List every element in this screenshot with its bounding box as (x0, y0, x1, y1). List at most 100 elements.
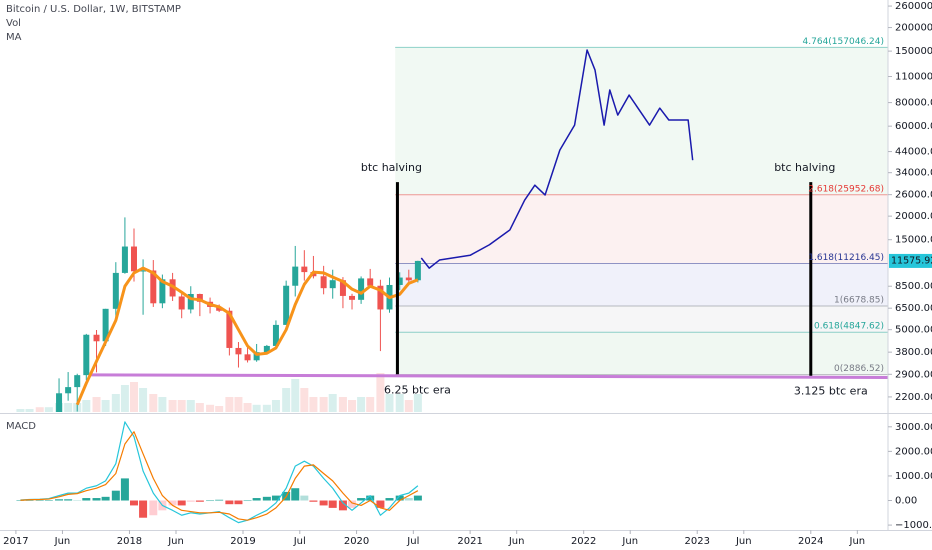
macd-histogram-bar (149, 500, 158, 516)
candle-body (226, 310, 233, 348)
candle-body (112, 272, 119, 309)
volume-label: Vol (6, 18, 21, 29)
candle-body (83, 334, 90, 376)
macd-histogram-bar (376, 500, 385, 508)
y-tick-label: 2200.00 (895, 392, 932, 403)
volume-bar (16, 409, 25, 412)
macd-histogram-bar (271, 495, 280, 501)
volume-bar (252, 404, 261, 412)
x-tick-label: Jun (735, 536, 752, 547)
volume-bar (385, 394, 394, 412)
macd-histogram-bar (300, 495, 309, 501)
candle-body (196, 293, 203, 302)
candle-body (121, 246, 128, 273)
volume-bar (215, 406, 224, 412)
y-tick-label: 8500.00 (895, 281, 932, 292)
volume-bar (120, 385, 129, 412)
macd-histogram-bar (35, 500, 44, 501)
candle-body (263, 345, 270, 353)
fib-label: 4.764(157046.24) (803, 37, 884, 47)
main-pane (16, 46, 888, 412)
volume-bar (338, 397, 347, 412)
candle-body (320, 276, 327, 289)
macd-histogram-bar (395, 495, 404, 501)
y-tick-label: 3800.00 (895, 347, 932, 358)
macd-pane (16, 421, 422, 524)
fib-label: 1(6678.85) (834, 295, 884, 305)
macd-histogram-bar (44, 500, 53, 501)
x-tick-label: 2021 (457, 536, 482, 547)
halving-label: btc halving (361, 161, 422, 174)
candle-body (93, 334, 100, 342)
candle-body (216, 306, 223, 311)
x-tick-label: Jul (293, 536, 306, 547)
support-line (89, 373, 888, 379)
macd-histogram-bar (291, 488, 300, 501)
volume-bar (149, 394, 158, 412)
axes (0, 0, 932, 531)
macd-histogram-bar (92, 498, 101, 501)
fib-label: 2.618(25952.68) (808, 184, 884, 194)
volume-bar (25, 409, 34, 412)
x-tick-label: Jun (508, 536, 525, 547)
x-tick-label: 2019 (230, 536, 255, 547)
candle-body (102, 308, 109, 342)
fib-zone (395, 263, 888, 306)
moving-average (75, 266, 419, 406)
volume-bar (309, 397, 318, 412)
x-tick-label: Jun (849, 536, 866, 547)
volume-bar (348, 400, 357, 412)
fib-zone (395, 305, 888, 333)
macd-histogram-bar (129, 500, 138, 506)
macd-histogram-bar (243, 500, 252, 502)
chart-title: Bitcoin / U.S. Dollar, 1W, BITSTAMP (6, 4, 181, 15)
volume-bar (366, 397, 375, 412)
macd-label: MACD (6, 421, 36, 432)
fib-label: 0.618(4847.62) (814, 322, 884, 332)
macd-histogram-bar (177, 500, 186, 506)
volume-bar (357, 397, 366, 412)
macd-histogram-bar (348, 500, 357, 508)
x-tick-label: Jul (406, 536, 419, 547)
volume-bar (111, 394, 120, 412)
candle-body (358, 278, 365, 300)
x-tick-label: 2023 (685, 536, 710, 547)
macd-line (20, 421, 419, 524)
volume-bar (262, 404, 271, 412)
macd-histogram-bar (139, 500, 148, 518)
volume-bar (158, 397, 167, 412)
macd-histogram-bar (404, 498, 413, 501)
macd-histogram-bar (338, 500, 347, 511)
volume-bar (234, 397, 243, 412)
projection-line (420, 49, 694, 269)
y-tick-label: 20000.00 (895, 211, 932, 222)
macd-histogram-bar (55, 499, 64, 501)
candle-body (244, 354, 251, 361)
era-label: 6.25 btc era (384, 383, 451, 396)
macd-histogram-bar (309, 500, 318, 502)
y-tick-label: 80000.00 (895, 98, 932, 109)
volume-bar (44, 407, 53, 412)
x-tick-label: Jun (621, 536, 638, 547)
candle-body (150, 270, 157, 304)
macd-y-tick-label: 2000.00 (895, 446, 932, 457)
halving-label: btc halving (774, 161, 835, 174)
volume-bar (243, 403, 252, 412)
macd-histogram-bar (111, 490, 120, 501)
candle-body (283, 285, 290, 325)
x-tick-label: 2024 (798, 536, 823, 547)
volume-bar (101, 400, 110, 412)
era-label: 3.125 btc era (794, 385, 868, 398)
macd-histogram-bar (366, 495, 375, 501)
price-tag-label: 11575.92 (891, 255, 932, 266)
fib-zone (395, 47, 888, 195)
macd-histogram-bar (328, 500, 337, 508)
macd-histogram-bar (413, 495, 422, 501)
candle-body (140, 270, 147, 272)
candle-body (367, 278, 374, 286)
candle-body (56, 393, 63, 412)
candle-body (178, 296, 185, 310)
volume-bar (271, 400, 280, 412)
volume-bar (300, 388, 309, 412)
